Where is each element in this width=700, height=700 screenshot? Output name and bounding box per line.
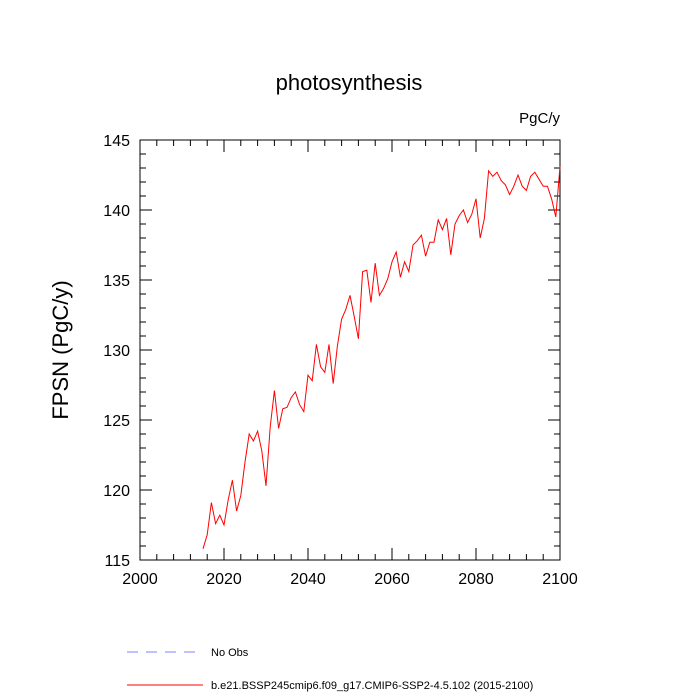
y-tick-labels: 115 120 125 130 135 140 145 <box>103 133 130 570</box>
x-tick-label: 2020 <box>206 571 242 588</box>
y-tick-label: 130 <box>103 343 130 360</box>
y-tick-label: 120 <box>103 483 130 500</box>
legend-label-model-run: b.e21.BSSP245cmip6.f09_g17.CMIP6-SSP2-4.… <box>211 680 533 692</box>
y-tick-label: 125 <box>103 413 130 430</box>
chart-title: photosynthesis <box>276 70 423 95</box>
legend-label-no-obs: No Obs <box>211 647 249 659</box>
y-tick-label: 115 <box>104 553 130 570</box>
x-tick-label: 2080 <box>458 571 494 588</box>
x-tick-label: 2000 <box>122 571 158 588</box>
y-axis-label: FPSN (PgC/y) <box>48 280 73 419</box>
series-group <box>202 166 561 549</box>
x-tick-label: 2100 <box>542 571 578 588</box>
units-label: PgC/y <box>519 110 560 127</box>
x-tick-label: 2040 <box>290 571 326 588</box>
y-tick-label: 135 <box>103 273 130 290</box>
y-tick-label: 145 <box>103 133 130 150</box>
y-tick-label: 140 <box>103 203 130 220</box>
series-line <box>202 166 561 549</box>
x-tick-label: 2060 <box>374 571 410 588</box>
minor-ticks <box>140 140 560 560</box>
plot-frame <box>139 139 561 561</box>
major-ticks <box>139 139 561 561</box>
x-tick-labels: 2000 2020 2040 2060 2080 2100 <box>122 571 578 588</box>
legend: No Obs b.e21.BSSP245cmip6.f09_g17.CMIP6-… <box>127 647 533 692</box>
